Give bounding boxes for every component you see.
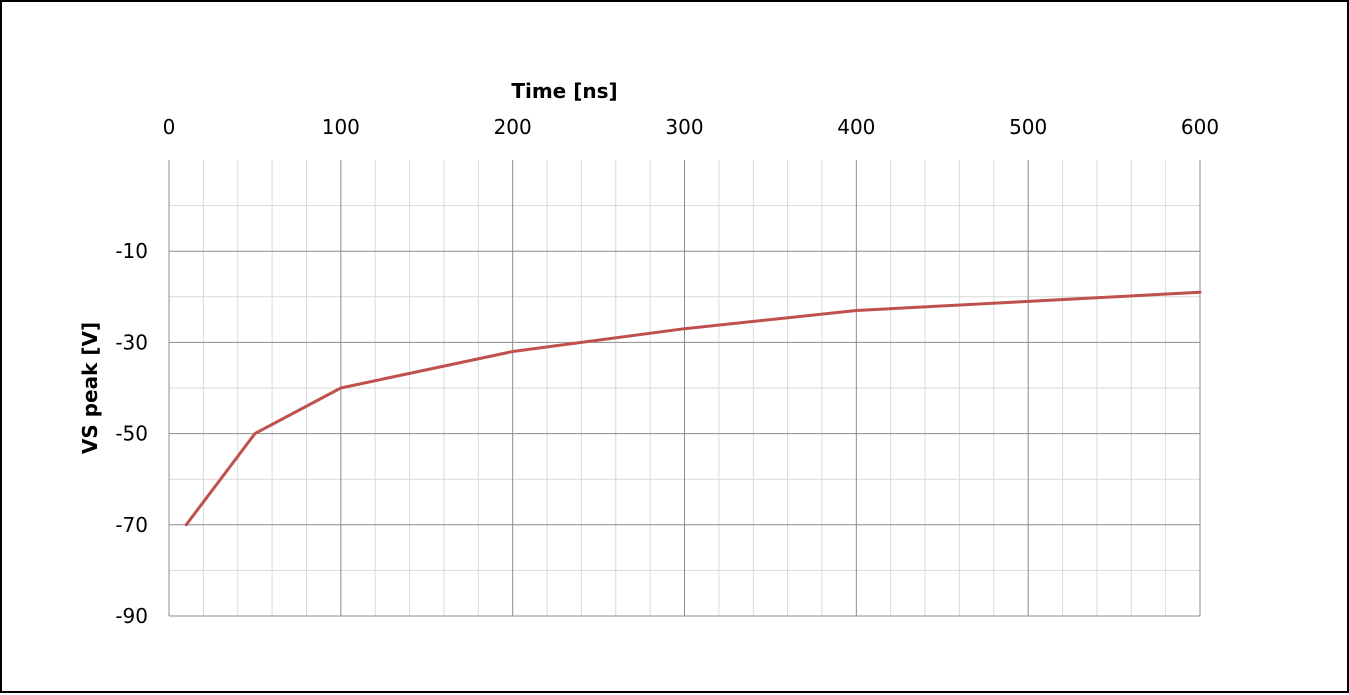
y-axis-title: VS peak [V] [78, 322, 102, 454]
x-tick-label: 200 [494, 115, 532, 139]
y-tick-labels: -10 -30 -50 -70 -90 [115, 239, 148, 628]
x-tick-label: 500 [1009, 115, 1047, 139]
x-tick-label: 300 [665, 115, 703, 139]
x-tick-label: 100 [322, 115, 360, 139]
series-line-0 [184, 290, 1202, 527]
x-axis-title: Time [ns] [511, 79, 617, 103]
y-tick-label: -50 [115, 422, 148, 446]
x-tick-labels: 0 100 200 300 400 500 600 [163, 115, 1219, 139]
y-tick-label: -90 [115, 604, 148, 628]
major-gridlines [169, 160, 1201, 617]
x-tick-label: 400 [837, 115, 875, 139]
x-tick-label: 600 [1181, 115, 1219, 139]
y-tick-label: -30 [115, 330, 148, 354]
y-tick-label: -10 [115, 239, 148, 263]
series-layer [184, 290, 1202, 527]
y-tick-label: -70 [115, 513, 148, 537]
x-tick-label: 0 [163, 115, 176, 139]
